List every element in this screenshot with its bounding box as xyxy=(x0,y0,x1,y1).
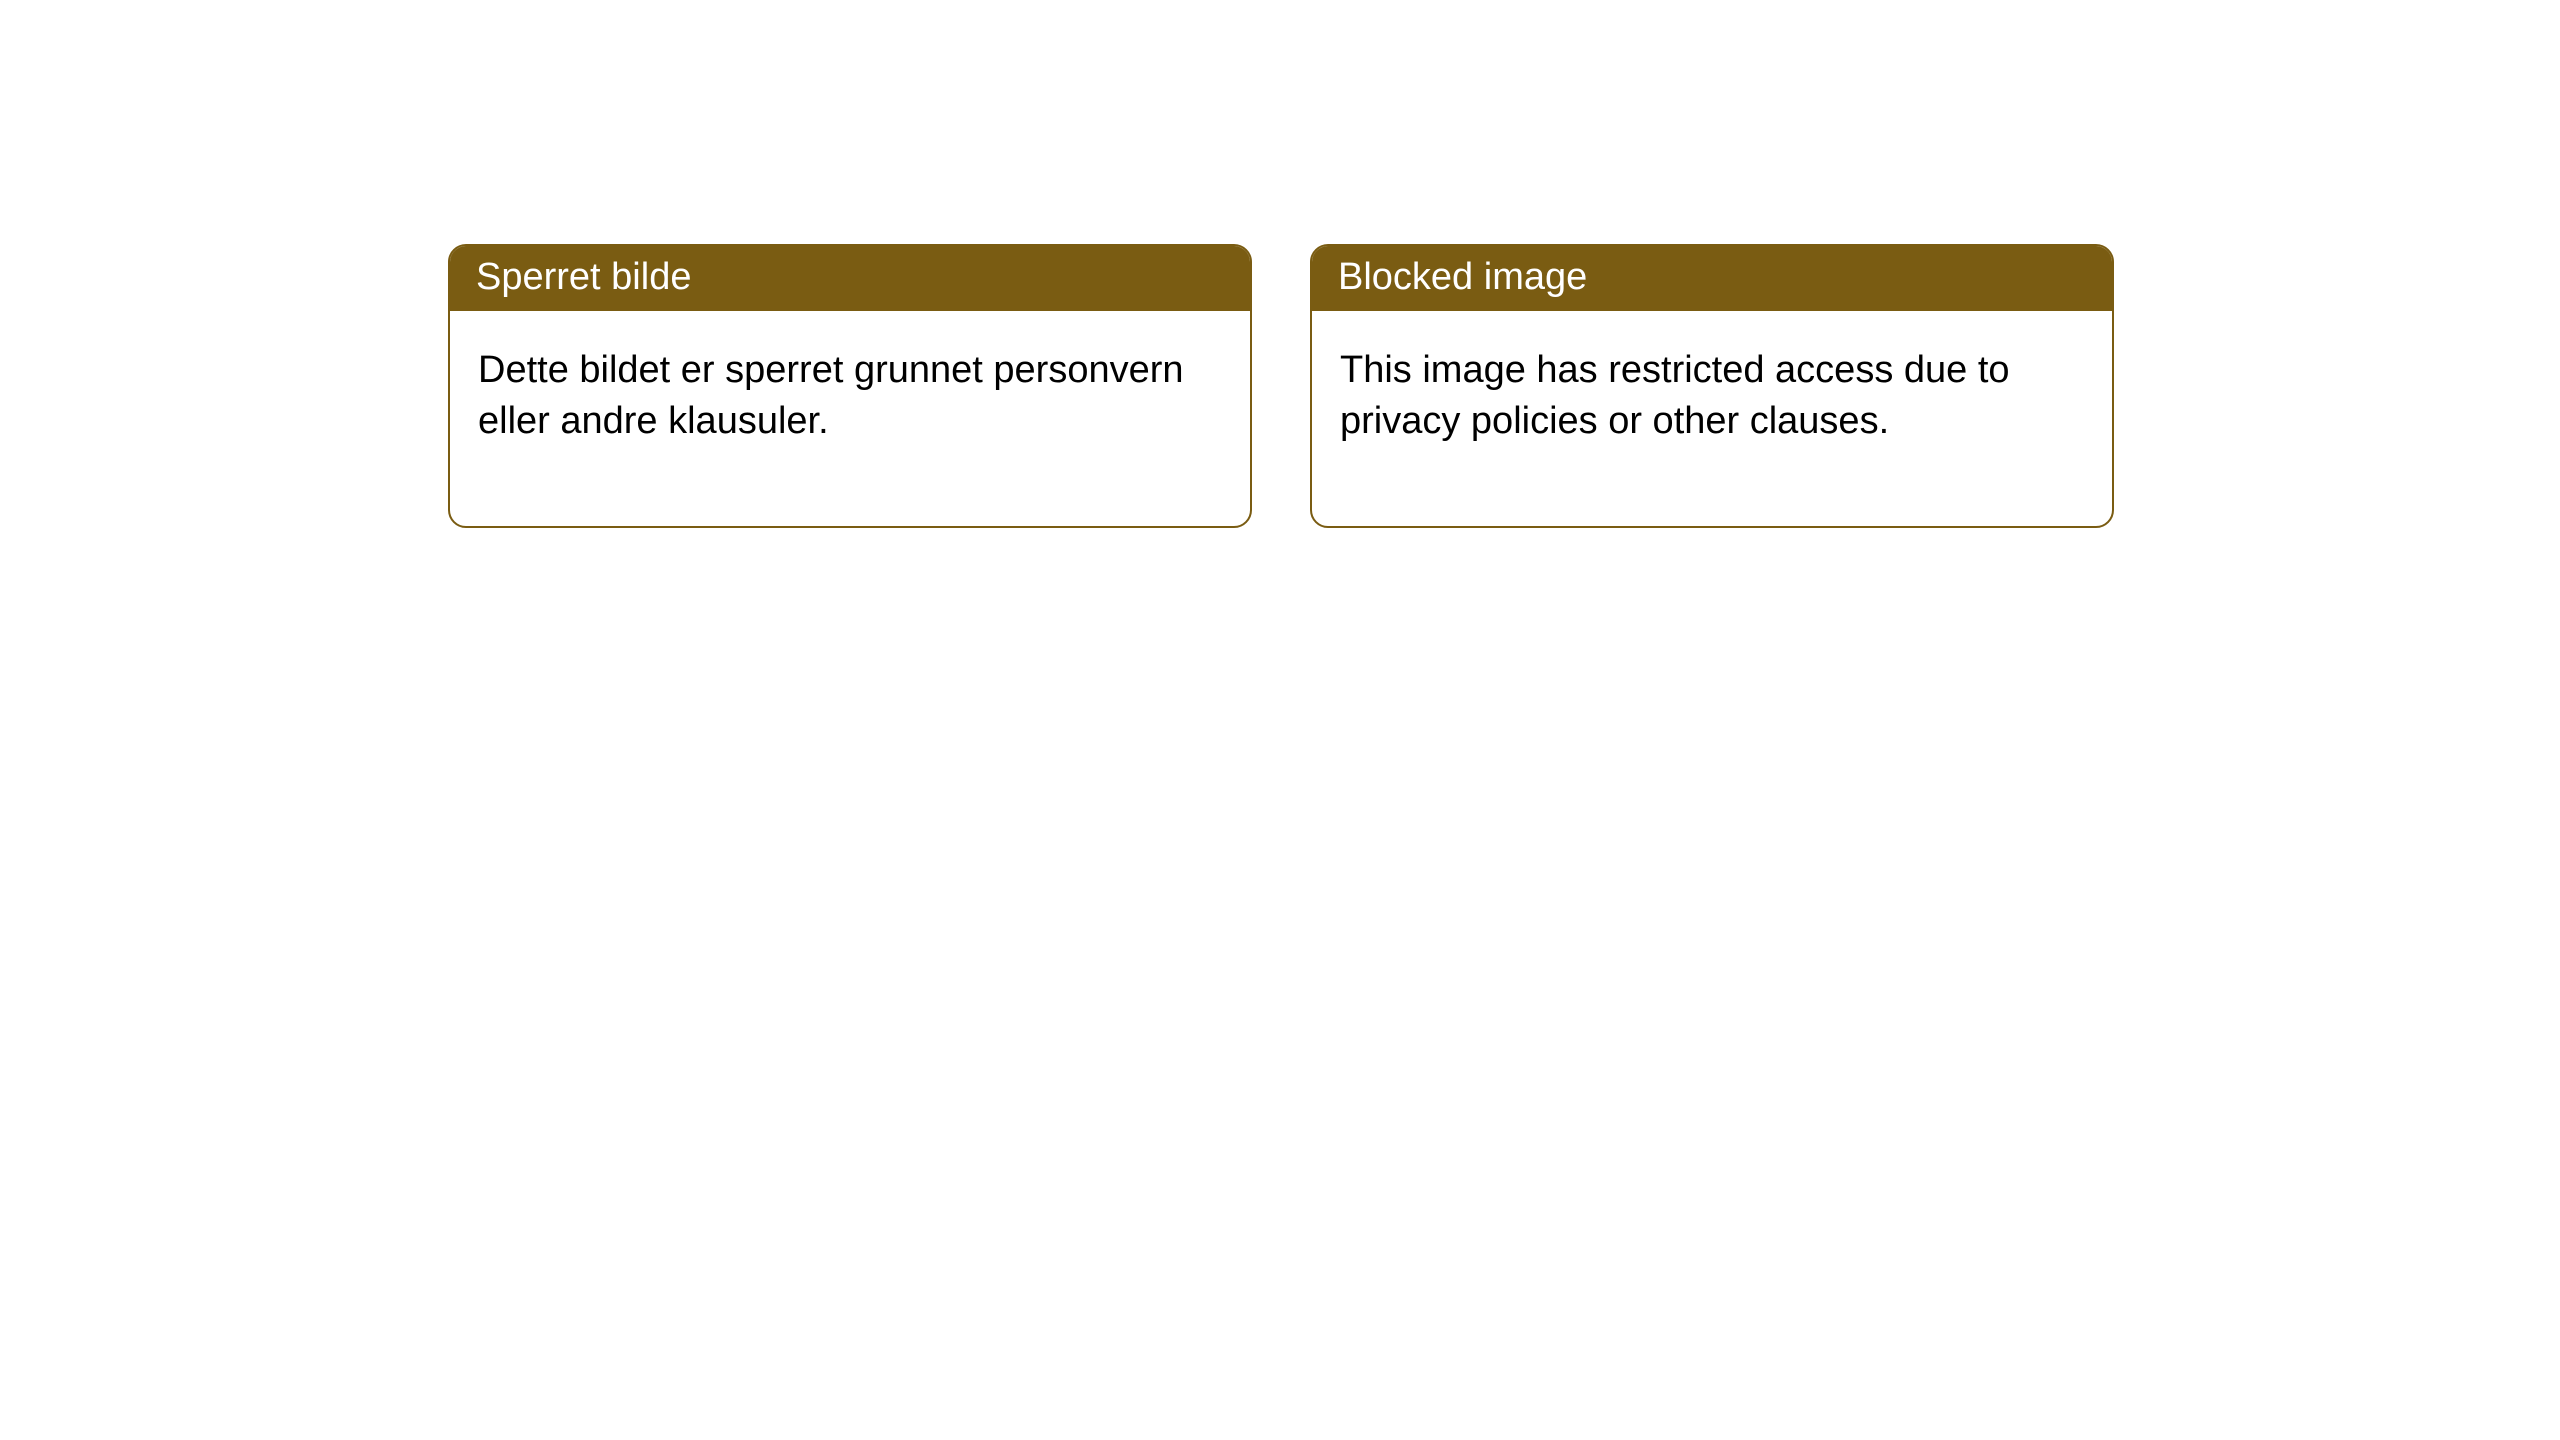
notice-card-english: Blocked image This image has restricted … xyxy=(1310,244,2114,528)
notice-body: Dette bildet er sperret grunnet personve… xyxy=(450,311,1250,526)
notice-card-norwegian: Sperret bilde Dette bildet er sperret gr… xyxy=(448,244,1252,528)
notice-title: Sperret bilde xyxy=(476,256,691,298)
notice-message: Dette bildet er sperret grunnet personve… xyxy=(478,349,1184,442)
notice-message: This image has restricted access due to … xyxy=(1340,349,2010,442)
notice-title: Blocked image xyxy=(1338,256,1587,298)
notice-body: This image has restricted access due to … xyxy=(1312,311,2112,526)
notice-header: Blocked image xyxy=(1312,246,2112,311)
notice-header: Sperret bilde xyxy=(450,246,1250,311)
notice-container: Sperret bilde Dette bildet er sperret gr… xyxy=(0,0,2560,528)
